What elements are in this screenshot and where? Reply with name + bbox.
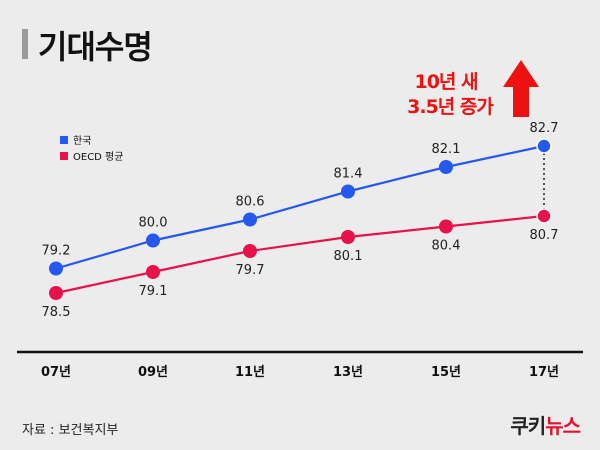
x-tick-label: 17년	[529, 365, 559, 380]
data-label-korea: 82.1	[432, 142, 461, 157]
data-label-oecd: 80.7	[530, 228, 559, 243]
x-tick-label: 11년	[235, 365, 265, 380]
data-label-oecd: 80.4	[432, 239, 461, 254]
series-line-oecd	[55, 214, 545, 295]
legend-swatch-korea	[60, 136, 68, 144]
x-tick-label: 07년	[41, 365, 71, 380]
data-point-korea	[536, 138, 552, 154]
x-tick-label: 15년	[431, 365, 461, 380]
data-point-oecd	[439, 219, 453, 234]
data-point-korea	[49, 261, 63, 276]
data-label-oecd: 79.7	[236, 263, 265, 278]
annotation-line-2: 3.5년 증가	[407, 96, 494, 118]
data-label-oecd: 78.5	[42, 305, 71, 320]
brand-logo: 쿠키뉴스	[510, 410, 581, 439]
data-point-oecd	[536, 208, 552, 224]
page-title: 기대수명	[38, 28, 153, 66]
source-note: 자료 : 보건복지부	[22, 423, 119, 438]
data-point-oecd	[243, 244, 257, 258]
data-label-korea: 82.7	[530, 121, 559, 136]
increase-arrow-icon	[503, 60, 539, 117]
data-point-korea	[341, 184, 355, 199]
data-label-korea: 79.2	[42, 244, 71, 259]
title-accent-bar	[22, 29, 28, 59]
legend-label-oecd: OECD 평균	[73, 151, 123, 163]
data-label-korea: 80.0	[139, 216, 168, 231]
data-point-korea	[439, 160, 453, 174]
legend-label-korea: 한국	[73, 135, 91, 147]
brand-suffix: 뉴스	[545, 414, 581, 438]
data-point-oecd	[146, 265, 160, 279]
data-point-korea	[243, 212, 257, 227]
x-tick-label: 13년	[333, 365, 363, 380]
series-line-korea	[55, 144, 545, 270]
annotation-line-1: 10년 새	[414, 71, 477, 93]
legend-swatch-oecd	[60, 152, 68, 160]
data-label-oecd: 80.1	[334, 249, 363, 264]
brand-prefix: 쿠키	[510, 414, 546, 438]
data-label-korea: 80.6	[236, 195, 265, 210]
data-point-korea	[146, 233, 160, 248]
data-label-oecd: 79.1	[139, 284, 168, 299]
data-label-korea: 81.4	[334, 167, 363, 182]
data-point-oecd	[341, 230, 355, 244]
x-tick-label: 09년	[138, 365, 168, 380]
data-point-oecd	[49, 286, 63, 300]
